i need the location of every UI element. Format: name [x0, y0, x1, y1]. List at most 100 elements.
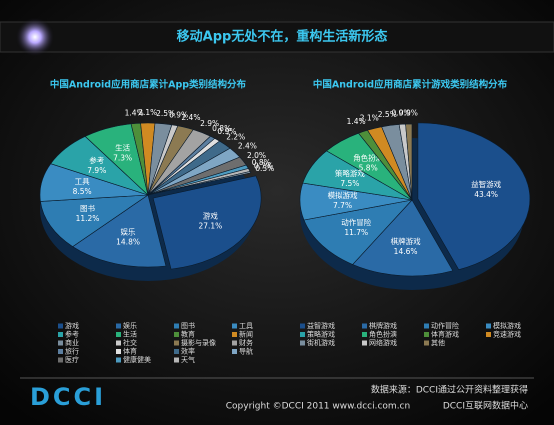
legend-label: 参考 — [65, 330, 79, 339]
legend-label: 商业 — [65, 338, 79, 347]
slice-name: 生活 — [115, 143, 130, 153]
legend-swatch — [174, 357, 179, 363]
legend-label: 导航 — [239, 347, 253, 356]
org: DCCI互联网数据中心 — [443, 400, 528, 412]
slice-name: 图书 — [80, 203, 95, 213]
legend-label: 社交 — [123, 338, 137, 347]
legend-label: 图书 — [181, 321, 195, 330]
legend-label: 角色扮演 — [369, 330, 397, 339]
legend-swatch — [174, 349, 179, 354]
slice-label: 2.4% — [238, 142, 257, 151]
legend-swatch — [232, 323, 237, 329]
chart-title: 中国Android应用商店累计游戏类别结构分布 — [313, 79, 508, 91]
slice-name: 策略游戏 — [335, 168, 365, 178]
slice-label: 2.2% — [226, 132, 245, 141]
header-title: 移动App无处不在，重构生活新形态 — [177, 29, 388, 45]
legend-label: 街机游戏 — [307, 338, 335, 347]
pie-slice — [352, 199, 454, 277]
pie-slice — [417, 122, 531, 271]
pie-slice — [72, 194, 167, 268]
legend-label: 医疗 — [65, 355, 79, 364]
legend-swatch — [486, 332, 491, 337]
legend-label: 财务 — [239, 338, 253, 347]
legend-label: 益智游戏 — [307, 321, 335, 330]
legend-swatch — [174, 340, 179, 346]
slice-name: 角色扮演 — [353, 152, 383, 162]
chart-title: 中国Android应用商店累计App类别结构分布 — [50, 79, 247, 91]
slice-label: 2.9% — [200, 119, 219, 128]
slice-name: 参考 — [89, 155, 104, 165]
legend-label: 竞速游戏 — [493, 330, 521, 339]
legend-swatch — [362, 323, 367, 329]
slice-label: 0.8% — [212, 124, 231, 133]
legend-swatch — [174, 332, 179, 337]
legend-swatch — [116, 332, 121, 337]
legend-label: 其他 — [431, 338, 445, 347]
legend-label: 效率 — [181, 347, 195, 356]
legend-swatch — [116, 340, 121, 346]
slice-label: 7.3% — [113, 154, 132, 163]
slice-label: 0.9% — [399, 108, 418, 117]
logo: DCCI — [30, 383, 106, 411]
legend-swatch — [424, 332, 429, 337]
legend-label: 体育 — [123, 347, 137, 356]
slice-label: 2.4% — [181, 113, 200, 122]
slice-label: 2.5% — [378, 110, 397, 119]
legend-label: 工具 — [239, 322, 253, 330]
legend-swatch — [116, 349, 121, 354]
legend-label: 生活 — [123, 330, 137, 339]
slice-label: 43.4% — [474, 190, 498, 199]
legend-swatch — [232, 340, 237, 346]
slice-name: 棋牌游戏 — [391, 236, 421, 246]
legend-swatch — [362, 332, 367, 337]
slice-label: 0.9% — [391, 109, 410, 118]
pie-slice — [152, 175, 262, 270]
slice-label: 0.3% — [255, 164, 274, 173]
legend-label: 网络游戏 — [369, 338, 397, 347]
legend-label: 天气 — [181, 355, 195, 364]
slice-label: 7.9% — [87, 166, 106, 175]
slice-label: 2.1% — [138, 108, 157, 117]
slice-label: 11.7% — [344, 228, 368, 237]
slice-name: 动作冒险 — [341, 217, 371, 227]
pie-slice — [147, 171, 252, 196]
legend-label: 旅行 — [65, 347, 79, 356]
legend-swatch — [58, 323, 63, 329]
slice-label: 0.9% — [169, 111, 188, 120]
legend-swatch — [116, 357, 121, 363]
legend-swatch — [116, 323, 121, 329]
star-icon — [15, 17, 55, 57]
legend-swatch — [58, 340, 63, 346]
legend-swatch — [424, 340, 429, 346]
legend-swatch — [58, 332, 63, 337]
slice-label: 0.7% — [254, 161, 273, 170]
legend-swatch — [424, 323, 429, 329]
legend-swatch — [232, 332, 237, 337]
slice-label: 5.8% — [359, 163, 378, 172]
source: 数据来源：DCCI通过公开资料整理获得 — [371, 384, 528, 396]
slice-label: 7.7% — [333, 201, 352, 210]
legend-swatch — [58, 357, 63, 363]
header-bar — [0, 21, 554, 53]
legend-swatch — [58, 349, 63, 354]
legend-label: 摄影与录像 — [181, 338, 216, 347]
legend-swatch — [362, 340, 367, 346]
legend-label: 策略游戏 — [307, 330, 335, 339]
legend-swatch — [300, 332, 305, 337]
slice-label: 14.6% — [394, 247, 418, 256]
slice-label: 27.1% — [198, 221, 222, 230]
legend-label: 教育 — [181, 330, 195, 339]
legend-label: 动作冒险 — [431, 321, 459, 330]
slice-name: 工具 — [75, 177, 90, 186]
slice-label: 1.4% — [347, 117, 366, 126]
slice-label: 7.5% — [340, 179, 359, 188]
slice-name: 模拟游戏 — [328, 190, 358, 200]
slice-label: 11.2% — [76, 214, 100, 223]
legend-label: 新闻 — [239, 330, 253, 339]
legend-swatch — [300, 340, 305, 346]
legend-swatch — [232, 349, 237, 354]
slice-label: 14.8% — [116, 238, 140, 247]
slice-label: 0.9% — [217, 127, 236, 136]
legend-label: 模拟游戏 — [493, 321, 521, 330]
legend-label: 健康健美 — [123, 355, 151, 364]
